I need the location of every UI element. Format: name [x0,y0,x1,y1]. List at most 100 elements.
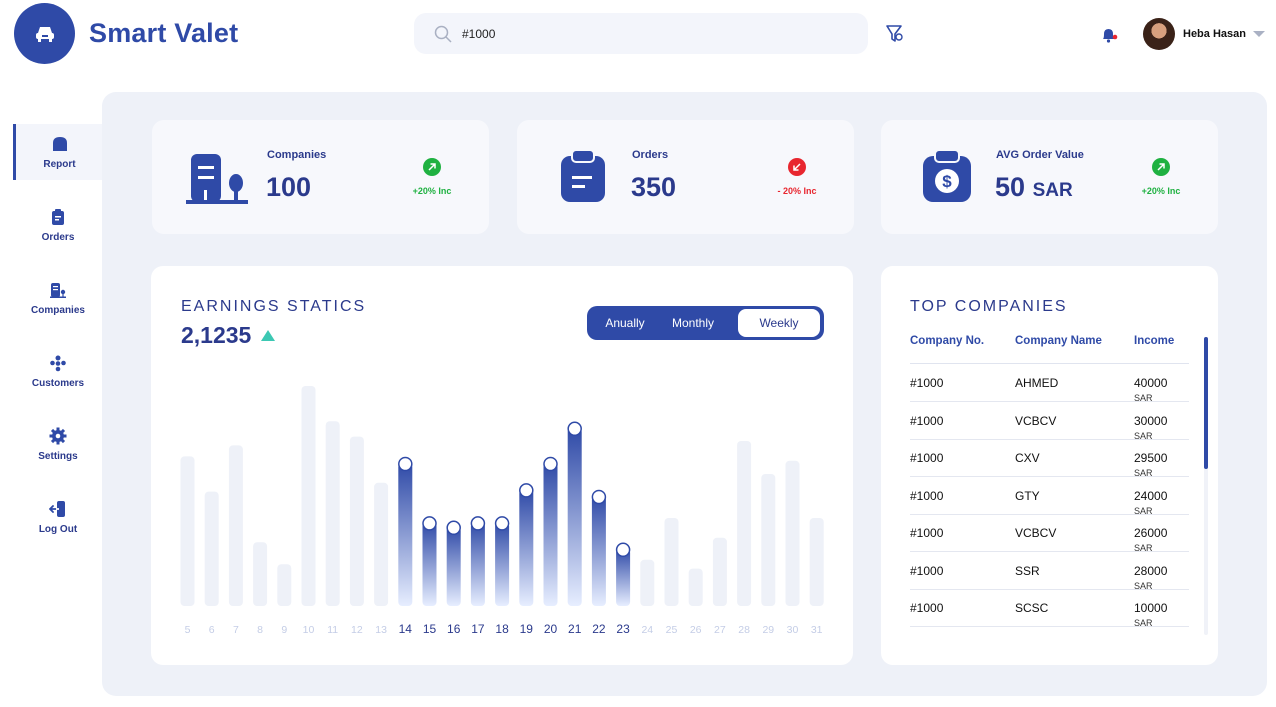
search-bar[interactable] [414,13,868,54]
filter-icon[interactable] [885,24,905,44]
chart-bar[interactable] [470,522,485,606]
chart-bar[interactable] [712,537,727,606]
company-income: 40000 SAR [1134,376,1168,403]
chart-point[interactable] [519,483,534,498]
chart-point[interactable] [543,456,558,472]
chart-bar[interactable] [616,548,631,606]
stat-card-orders[interactable]: Orders 350 - 20% Inc [517,120,854,234]
chevron-down-icon[interactable] [1253,31,1265,37]
chart-bar[interactable] [228,445,243,606]
chart-bar[interactable] [422,522,437,606]
chart-bar[interactable] [349,436,364,606]
company-no: #1000 [910,488,944,503]
table-row[interactable]: #1000 GTY 24000 SAR [910,478,1189,516]
stat-card-avg-order[interactable]: $ AVG Order Value 50 SAR +20% Inc [881,120,1218,234]
chart-point[interactable] [398,456,413,472]
sidebar-item-companies[interactable]: Companies [13,270,103,326]
company-name: CXV [1015,451,1040,465]
x-tick-label: 10 [303,624,315,636]
period-option-annually[interactable]: Anually [605,316,645,330]
x-tick-label: 11 [327,624,338,636]
company-no: #1000 [910,526,944,540]
chart-point[interactable] [470,516,486,531]
clipboard-icon [52,208,64,225]
chart-bar[interactable] [374,482,389,606]
chart-point[interactable] [446,520,461,536]
arrow-down-left-icon [788,158,806,176]
chart-bar[interactable] [761,474,776,606]
chart-bar[interactable] [567,427,582,606]
search-input[interactable] [462,26,842,41]
scrollbar-track[interactable] [1204,337,1208,635]
period-option-monthly[interactable]: Monthly [671,316,715,330]
x-tick-label: 15 [423,622,437,636]
sidebar-item-settings[interactable]: Settings [13,416,103,472]
table-row[interactable]: #1000 SSR 28000 SAR [910,553,1189,591]
table-row[interactable]: #1000 SCSC 10000 SAR [910,590,1189,628]
x-tick-label: 12 [351,624,363,636]
sidebar-item-label: Report [43,158,76,170]
table-row[interactable]: #1000 AHMED 40000 SAR [910,365,1189,403]
chart-bar[interactable] [253,542,268,606]
stat-label: AVG Order Value [996,149,1084,161]
user-name[interactable]: Heba Hasan [1183,28,1246,40]
chart-bar[interactable] [809,518,824,606]
column-header-company-name: Company Name [1015,335,1102,347]
period-option-weekly[interactable]: Weekly [738,309,820,337]
period-toggle[interactable]: Anually Monthly Weekly [587,306,824,340]
sidebar-item-label: Settings [38,450,78,462]
chart-bar[interactable] [301,386,316,606]
chart-point[interactable] [422,516,437,531]
chart-bar[interactable] [446,526,461,606]
chart-bar[interactable] [180,456,195,606]
gear-icon [49,427,67,444]
scrollbar-thumb[interactable] [1204,337,1208,469]
chart-bar[interactable] [640,559,655,606]
chart-bar[interactable] [398,463,413,606]
x-tick-label: 29 [762,624,774,636]
chart-bar[interactable] [519,489,534,606]
x-tick-label: 26 [690,624,702,636]
avatar[interactable] [1143,18,1175,50]
chart-bar[interactable] [495,522,510,606]
x-tick-label: 8 [257,624,263,636]
chart-point[interactable] [615,542,631,558]
earnings-title: EARNINGS STATICS [181,298,367,315]
brand-logo[interactable] [14,3,75,64]
company-income: 30000 SAR [1134,413,1168,441]
x-tick-label: 7 [233,624,239,636]
stat-trend: - 20% Inc [777,186,817,196]
chart-bar[interactable] [325,421,340,606]
chart-bar[interactable] [591,496,606,606]
sidebar-item-customers[interactable]: Customers [13,343,103,399]
company-income: 28000 SAR [1134,563,1168,591]
top-companies-title: TOP COMPANIES [910,298,1068,315]
x-tick-label: 30 [787,624,799,636]
chart-bar[interactable] [277,564,292,606]
company-no: #1000 [910,451,944,465]
sidebar-item-orders[interactable]: Orders [13,197,103,253]
x-tick-label: 27 [714,624,726,636]
bell-icon[interactable] [1100,26,1118,44]
table-row[interactable]: #1000 VCBCV 30000 SAR [910,403,1189,441]
chart-point[interactable] [567,421,582,437]
sidebar-item-report[interactable]: Report [13,124,103,180]
chart-bar[interactable] [543,463,558,606]
stat-card-companies[interactable]: Companies 100 +20% Inc [152,120,489,234]
x-tick-label: 6 [209,624,215,636]
chart-bar[interactable] [204,491,219,606]
chart-bar[interactable] [664,518,679,606]
sidebar-item-logout[interactable]: Log Out [13,489,103,545]
company-income: 26000 SAR [1134,526,1168,553]
table-row[interactable]: #1000 VCBCV 26000 SAR [910,515,1189,553]
chart-bar[interactable] [785,460,800,606]
company-name: VCBCV [1015,526,1057,540]
company-no: #1000 [910,563,944,578]
chart-bar[interactable] [688,568,703,606]
chart-point[interactable] [494,516,510,531]
chart-point[interactable] [591,489,607,505]
table-row[interactable]: #1000 CXV 29500 SAR [910,440,1189,478]
top-companies-card: TOP COMPANIES Company No. Company Name I… [881,266,1218,665]
x-tick-label: 9 [281,624,287,636]
chart-bar[interactable] [737,441,752,606]
